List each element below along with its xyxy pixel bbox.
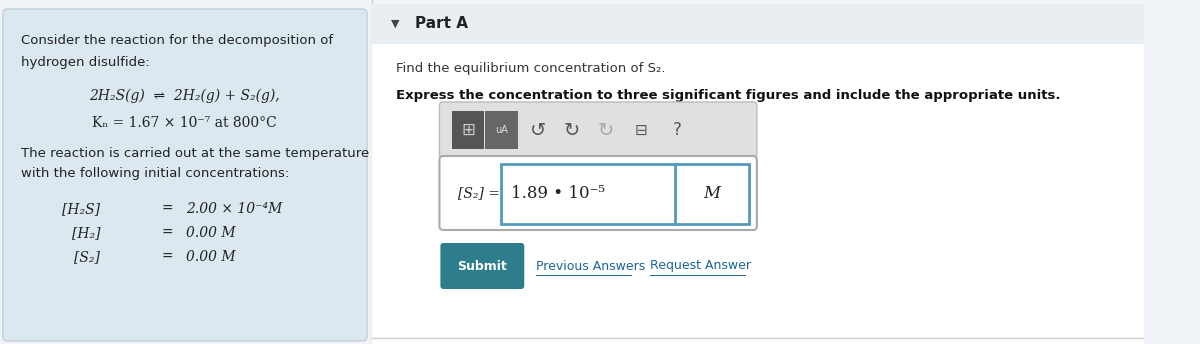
FancyBboxPatch shape — [372, 44, 1144, 344]
Text: 0.00 M: 0.00 M — [186, 226, 235, 240]
Text: Submit: Submit — [457, 259, 508, 272]
Text: The reaction is carried out at the same temperature: The reaction is carried out at the same … — [20, 147, 370, 160]
Text: 1.89 • 10⁻⁵: 1.89 • 10⁻⁵ — [511, 184, 605, 202]
FancyBboxPatch shape — [372, 4, 1144, 44]
FancyBboxPatch shape — [452, 111, 485, 149]
Text: 2.00 × 10⁻⁴M: 2.00 × 10⁻⁴M — [186, 202, 282, 216]
Text: uA: uA — [494, 125, 508, 135]
Text: ⊞: ⊞ — [461, 121, 475, 139]
Text: ▼: ▼ — [391, 19, 400, 29]
Text: 0.00 M: 0.00 M — [186, 250, 235, 264]
Text: ⊟: ⊟ — [634, 122, 647, 138]
Text: Part A: Part A — [415, 17, 468, 32]
Text: =: = — [161, 226, 173, 240]
Text: =: = — [161, 202, 173, 216]
FancyBboxPatch shape — [439, 102, 757, 158]
FancyBboxPatch shape — [439, 156, 757, 230]
FancyBboxPatch shape — [674, 164, 749, 224]
FancyBboxPatch shape — [440, 243, 524, 289]
Text: Previous Answers: Previous Answers — [535, 259, 644, 272]
Text: hydrogen disulfide:: hydrogen disulfide: — [20, 56, 150, 69]
Text: [H₂]: [H₂] — [72, 226, 100, 240]
Text: with the following initial concentrations:: with the following initial concentration… — [20, 167, 289, 180]
Text: 2H₂S(g)  ⇌  2H₂(g) + S₂(g),: 2H₂S(g) ⇌ 2H₂(g) + S₂(g), — [89, 89, 280, 104]
Text: M: M — [703, 184, 720, 202]
Text: Request Answer: Request Answer — [650, 259, 751, 272]
Text: ↺: ↺ — [530, 120, 547, 140]
Text: ↻: ↻ — [564, 120, 580, 140]
Text: Find the equilibrium concentration of S₂.: Find the equilibrium concentration of S₂… — [396, 62, 665, 75]
Text: Express the concentration to three significant figures and include the appropria: Express the concentration to three signi… — [396, 89, 1060, 102]
Text: [S₂] =: [S₂] = — [457, 186, 499, 200]
Text: ↻: ↻ — [598, 120, 613, 140]
Text: [H₂S]: [H₂S] — [62, 202, 100, 216]
FancyBboxPatch shape — [502, 164, 677, 224]
Text: ?: ? — [672, 121, 682, 139]
Text: Kₙ = 1.67 × 10⁻⁷ at 800°C: Kₙ = 1.67 × 10⁻⁷ at 800°C — [91, 116, 276, 130]
Text: [S₂]: [S₂] — [74, 250, 100, 264]
FancyBboxPatch shape — [485, 111, 517, 149]
FancyBboxPatch shape — [2, 9, 367, 341]
Text: Consider the reaction for the decomposition of: Consider the reaction for the decomposit… — [20, 34, 334, 47]
Text: =: = — [161, 250, 173, 264]
